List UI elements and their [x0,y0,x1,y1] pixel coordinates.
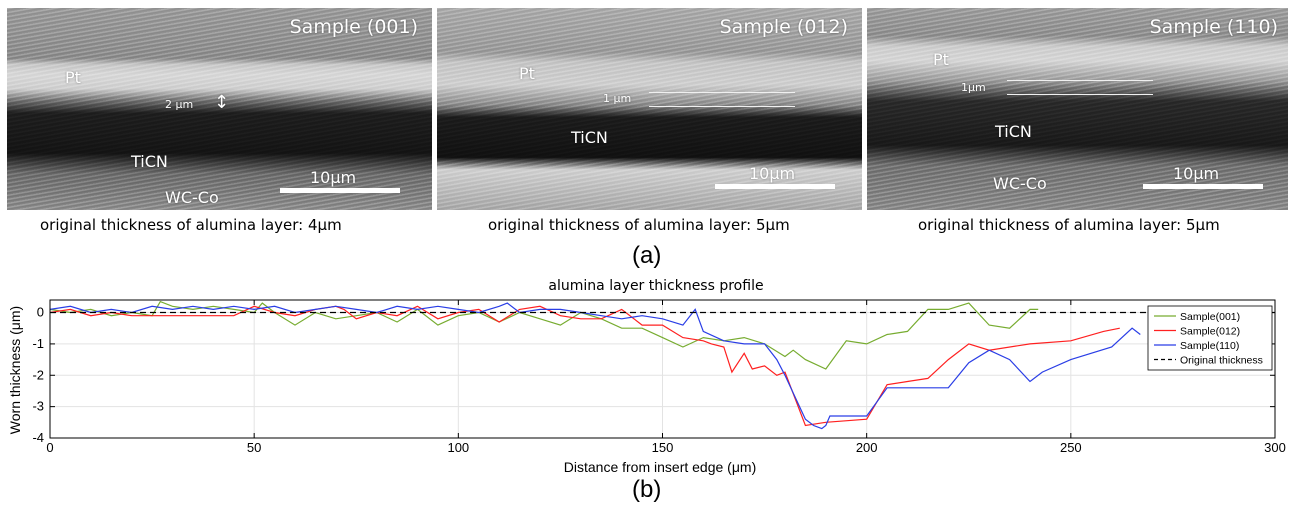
x-tick-label: 200 [856,440,878,455]
legend: Sample(001) Sample(012) Sample(110) Origina… [1147,305,1273,371]
legend-entry-label: Sample(110) [1180,340,1239,352]
thickness-profile-chart: alumina layer thickness profile 0 50 100 15… [7,278,1286,475]
micrograph-110: Sample (110) Pt 1μm TiCN WC-Co 10μm [867,8,1288,210]
series-line-sample-110- [49,302,1141,430]
series-line-sample-012- [49,305,1120,427]
scale-bar [715,184,835,189]
layer-label-pt: Pt [519,64,535,83]
caption-012: original thickness of alumina layer: 5μm [488,216,790,234]
x-tick-label: 300 [1264,440,1286,455]
grid [49,300,1276,439]
micrograph-012: Sample (012) Pt 1 μm TiCN 10μm [437,8,862,210]
x-tick-label: 150 [652,440,674,455]
layer-label-ticn: TiCN [571,128,608,147]
thickness-label: 2 μm [165,98,194,111]
legend-entry-label: Sample(012) [1180,326,1240,338]
scale-bar [280,188,400,193]
y-tick-label: 0 [37,305,44,320]
micrograph-texture [437,8,862,210]
y-tick-label: -3 [32,399,44,414]
series-line-sample-001- [49,300,1039,370]
micrograph-texture [867,8,1288,210]
layer-label-pt: Pt [933,50,949,69]
x-tick-label: 50 [247,440,261,455]
measure-line-top [649,92,795,93]
x-tick-label: 100 [447,440,469,455]
x-tick-label: 250 [1060,440,1082,455]
axis-ticks: 0 50 100 150 200 250 300 0 -1 -2 -3 -4 [32,300,1286,455]
thickness-label: 1 μm [603,92,632,105]
legend-entry-label: Original thickness [1180,355,1263,367]
micrograph-001: Sample (001) Pt 2 μm ↕ TiCN WC-Co 10μm [7,8,432,210]
legend-entry-label: Sample(001) [1180,311,1240,323]
series-lines [49,300,1275,430]
sample-title: Sample (001) [289,16,418,38]
y-tick-label: -4 [32,430,44,445]
x-tick-label: 0 [46,440,53,455]
layer-label-wcco: WC-Co [993,174,1047,193]
sample-title: Sample (110) [1149,16,1278,38]
scale-label: 10μm [749,164,796,183]
y-tick-label: -1 [32,336,44,351]
measure-line-bottom [1007,94,1153,95]
panel-a-label: (a) [632,242,662,269]
micrograph-texture [7,8,432,210]
thickness-label: 1μm [961,81,986,94]
layer-label-ticn: TiCN [995,122,1032,141]
layer-label-wcco: WC-Co [165,188,219,207]
sample-title: Sample (012) [719,16,848,38]
scale-label: 10μm [310,168,357,187]
measure-line-bottom [649,106,795,107]
measure-line-top [1007,80,1153,81]
panel-b-label: (b) [632,476,662,503]
layer-label-ticn: TiCN [131,152,168,171]
y-tick-label: -2 [32,367,44,382]
scale-bar [1143,184,1263,189]
x-axis-label: Distance from insert edge (μm) [564,459,756,475]
scale-label: 10μm [1173,164,1220,183]
chart-title: alumina layer thickness profile [548,278,763,294]
caption-001: original thickness of alumina layer: 4μm [40,216,342,234]
double-arrow-icon: ↕ [214,92,230,113]
y-axis-label: Worn thickness (μm) [7,306,23,434]
layer-label-pt: Pt [65,68,81,87]
caption-110: original thickness of alumina layer: 5μm [918,216,1220,234]
